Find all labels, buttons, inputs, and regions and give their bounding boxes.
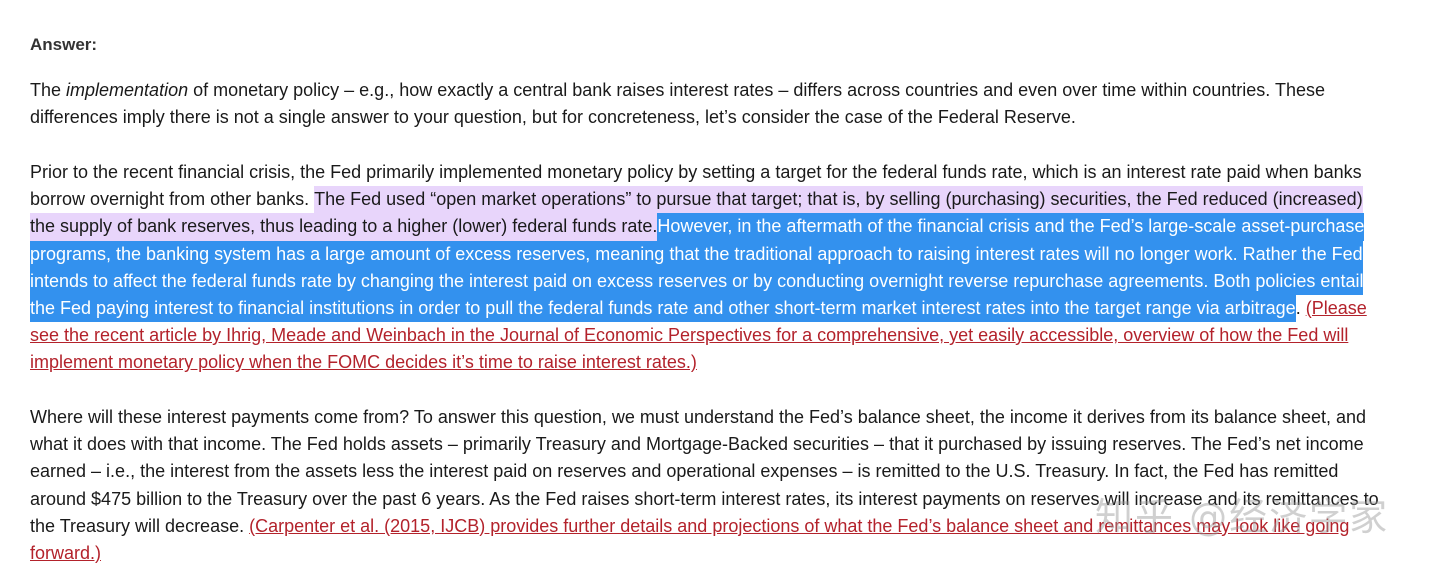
emphasis-text: implementation [66, 80, 189, 100]
body-text: what it does with that income. The Fed h… [30, 434, 1364, 455]
text-line: the supply of bank reserves, thus leadin… [30, 213, 1367, 241]
citation-link[interactable]: forward.) [30, 542, 102, 563]
highlighted-text: The Fed used “open market operations” to… [314, 186, 1363, 214]
body-text: Where will these interest payments come … [30, 407, 1367, 427]
text-line: around $475 billion to the Treasury over… [30, 486, 1379, 513]
paragraph-interest-payments: Where will these interest payments come … [30, 404, 1379, 567]
text-line: earned – i.e., the interest from the ass… [30, 458, 1379, 485]
highlighted-text: the supply of bank reserves, thus leadin… [30, 213, 658, 241]
text-line: Prior to the recent financial crisis, th… [30, 159, 1367, 186]
text-line: the Treasury will decrease. (Carpenter e… [30, 513, 1379, 540]
body-text: . [1295, 297, 1306, 318]
body-text: around $475 billion to the Treasury over… [30, 488, 1379, 509]
body-text: of monetary policy – e.g., how exactly a… [188, 80, 1325, 100]
citation-link[interactable]: see the recent article by Ihrig, Meade a… [30, 325, 1349, 346]
selected-text: programs, the banking system has a large… [30, 240, 1363, 268]
text-line: differences imply there is not a single … [30, 104, 1325, 131]
body-text: earned – i.e., the interest from the ass… [30, 461, 1339, 482]
text-line: borrow overnight from other banks. The F… [30, 186, 1367, 214]
text-line: see the recent article by Ihrig, Meade a… [30, 322, 1367, 349]
text-line: implement monetary policy when the FOMC … [30, 349, 1367, 376]
citation-link[interactable]: (Carpenter et al. (2015, IJCB) provides … [249, 515, 1350, 536]
citation-link[interactable]: implement monetary policy when the FOMC … [30, 352, 697, 373]
body-text: differences imply there is not a single … [30, 107, 1076, 128]
paragraph-fed-policy: Prior to the recent financial crisis, th… [30, 159, 1367, 377]
text-line: The implementation of monetary policy – … [30, 77, 1325, 104]
selected-text: the Fed paying interest to financial ins… [30, 294, 1296, 323]
text-line: what it does with that income. The Fed h… [30, 431, 1379, 458]
text-line: programs, the banking system has a large… [30, 240, 1367, 268]
text-line: the Fed paying interest to financial ins… [30, 294, 1367, 323]
text-line: forward.) [30, 540, 1379, 567]
body-text: the Treasury will decrease. [30, 515, 250, 536]
body-text: borrow overnight from other banks. [30, 189, 315, 210]
selected-text: However, in the aftermath of the financi… [657, 213, 1365, 241]
text-line: intends to affect the federal funds rate… [30, 267, 1367, 295]
citation-link[interactable]: (Please [1305, 297, 1367, 318]
body-text: The [30, 80, 67, 100]
selected-text: intends to affect the federal funds rate… [30, 267, 1364, 295]
answer-heading: Answer: [30, 35, 98, 54]
text-line: Where will these interest payments come … [30, 404, 1379, 431]
paragraph-implementation: The implementation of monetary policy – … [30, 77, 1325, 131]
body-text: Prior to the recent financial crisis, th… [30, 162, 1362, 182]
